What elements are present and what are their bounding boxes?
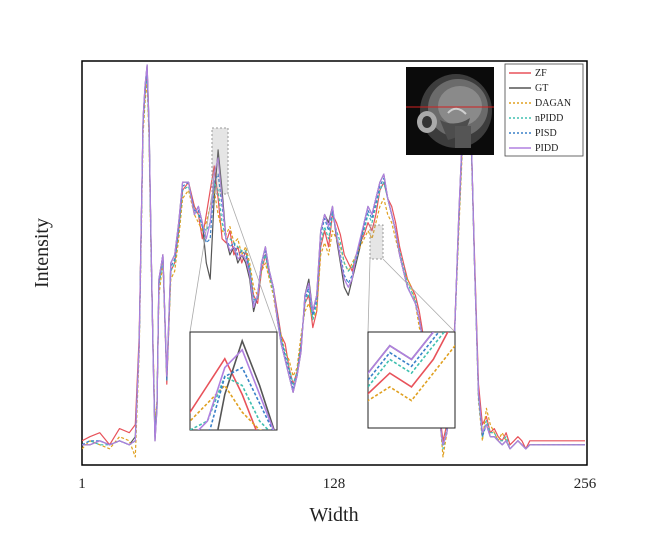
zoom-series-line-pisd (368, 332, 440, 382)
zoom-series-line-zf (368, 332, 449, 395)
series-layer (82, 64, 585, 458)
legend-label-pisd: PISD (535, 128, 557, 139)
zoom-source-box-2 (369, 224, 384, 260)
series-line-npidd (82, 72, 585, 450)
x-tick-label-2: 256 (574, 476, 597, 492)
zoom-series-line-zf (190, 357, 257, 430)
zoom-series-line-dagan (368, 344, 455, 402)
zoom-connector-1b (227, 193, 278, 333)
series-line-dagan (82, 80, 585, 458)
plot-area (81, 60, 588, 466)
zoom-connector-2a (367, 258, 371, 333)
zoom-series-line-pidd (368, 332, 435, 375)
zoom-connector-2b (382, 258, 456, 333)
x-tick-label-0: 1 (78, 476, 86, 492)
zoom-source-box-1 (211, 127, 229, 195)
zoom-series-line-pidd (197, 348, 275, 430)
zoom-series-line-npidd (368, 332, 446, 389)
y-axis-title: Intensity (31, 218, 53, 288)
zoom-inset-1 (189, 331, 278, 431)
zoom-series-line-pisd (209, 366, 274, 430)
legend-label-pidd: PIDD (535, 143, 558, 154)
legend-label-gt: GT (535, 83, 548, 94)
zoom-series-line-npidd (190, 375, 270, 430)
zoom-series-line-gt (217, 338, 275, 430)
legend: ZF GT DAGAN nPIDD PISD PIDD (504, 63, 584, 157)
mri-inset-image (406, 67, 494, 155)
x-axis-title: Width (309, 504, 358, 526)
legend-label-npidd: nPIDD (535, 113, 563, 124)
x-tick-label-1: 128 (323, 476, 346, 492)
legend-label-zf: ZF (535, 68, 547, 79)
series-line-pidd (82, 64, 585, 450)
zoom-inset-2 (367, 331, 456, 429)
zoom-connector-1a (189, 193, 213, 333)
legend-label-dagan: DAGAN (535, 98, 571, 109)
